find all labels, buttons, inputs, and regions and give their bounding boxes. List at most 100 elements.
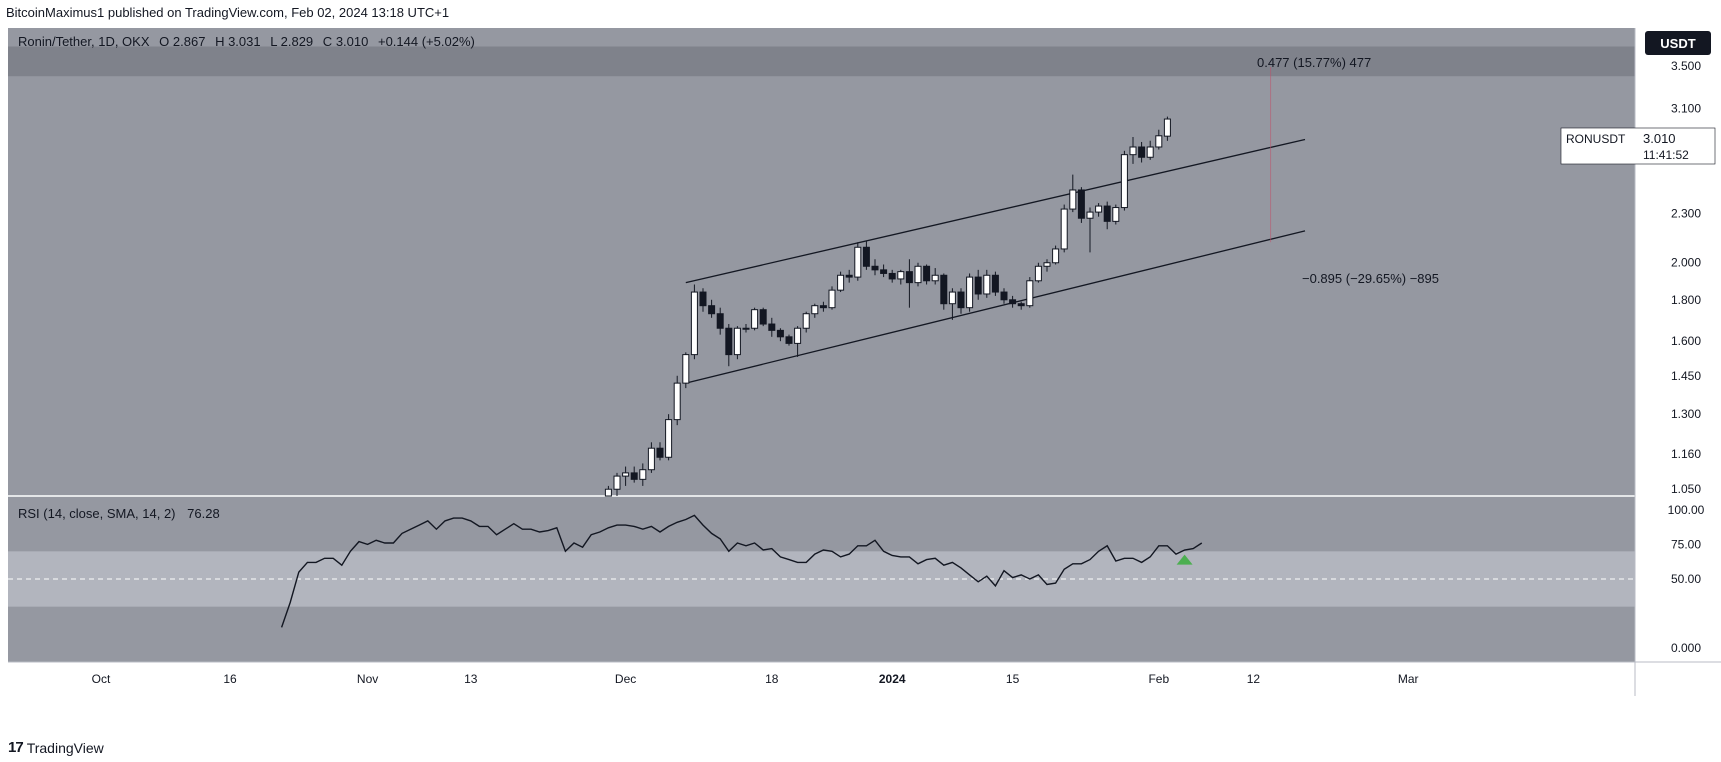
candle[interactable] [802,311,810,333]
candle-body [862,246,870,267]
candle[interactable] [1000,288,1008,304]
candle[interactable] [716,307,724,335]
candle-body [1146,146,1154,158]
candle[interactable] [1163,116,1171,141]
chart-svg[interactable]: 3.5003.1002.7002.3002.0001.8001.6001.450… [8,28,1721,696]
candle[interactable] [647,442,655,473]
candle[interactable] [794,326,802,357]
time-axis-tick: 13 [464,672,478,686]
candle[interactable] [1112,204,1120,225]
candle[interactable] [1103,201,1111,230]
candle[interactable] [974,269,982,300]
candle[interactable] [1026,277,1034,308]
candle-body [931,274,939,282]
candle[interactable] [966,273,974,312]
candle[interactable] [785,334,793,346]
rsi-legend-value: 76.28 [187,506,220,521]
candle[interactable] [665,414,673,461]
chart-frame: 3.5003.1002.7002.3002.0001.8001.6001.450… [8,28,1721,696]
candle[interactable] [622,466,630,486]
candle-body [837,274,845,291]
measure-lower-label: −0.895 (−29.65%) −895 [1302,271,1439,286]
candle[interactable] [1095,203,1103,217]
candle[interactable] [776,328,784,342]
candle-body [983,274,991,295]
candle-body [897,271,905,280]
candle[interactable] [983,269,991,298]
candle[interactable] [639,463,647,486]
price-axis-tick: 3.500 [1671,59,1701,73]
candle[interactable] [1060,204,1068,253]
candle[interactable] [708,299,716,318]
candle[interactable] [742,324,750,333]
candle[interactable] [828,286,836,310]
candle-body [948,291,956,305]
candle[interactable] [1034,262,1042,283]
candle[interactable] [613,472,621,496]
candle[interactable] [905,259,913,308]
candle[interactable] [690,284,698,360]
candle[interactable] [768,317,776,337]
candle[interactable] [948,288,956,320]
candle[interactable] [733,326,741,360]
candle-body [1052,248,1060,264]
candle[interactable] [751,307,759,331]
candle[interactable] [1120,150,1128,211]
candle[interactable] [1009,295,1017,308]
rsi-legend[interactable]: RSI (14, close, SMA, 14, 2) 76.28 [18,506,220,521]
candle-body [991,274,999,293]
candle-body [1009,299,1017,305]
candle-body [1120,154,1128,209]
candle[interactable] [862,240,870,270]
candle[interactable] [914,262,922,287]
candle[interactable] [1138,141,1146,163]
candle[interactable] [923,264,931,285]
candle[interactable] [940,273,948,310]
channel-upper-line[interactable] [685,138,1306,284]
price-axis-tick: 2.000 [1671,256,1701,270]
candle[interactable] [819,301,827,312]
candle[interactable] [1077,187,1085,223]
candle[interactable] [931,268,939,285]
candle[interactable] [1043,259,1051,272]
footer-brand-label: TradingView [26,739,104,756]
candle[interactable] [656,442,664,461]
footer-brand[interactable]: 17 TradingView [8,739,104,756]
candle[interactable] [854,242,862,281]
candle[interactable] [888,269,896,283]
candle-body [613,475,621,490]
candle[interactable] [1155,129,1163,150]
candle[interactable] [1052,245,1060,265]
candle[interactable] [871,259,879,276]
channel-lower-line[interactable] [685,230,1306,384]
price-axis-tick: 1.050 [1671,482,1701,496]
legend-row[interactable]: Ronin/Tether, 1D, OKX O 2.867 H 3.031 L … [18,34,475,49]
candle-body [690,291,698,356]
candle[interactable] [957,288,965,314]
candle[interactable] [604,485,612,497]
candle[interactable] [725,324,733,367]
candle-body [716,313,724,329]
candle-body [708,305,716,315]
candle[interactable] [682,352,690,389]
candle[interactable] [1146,140,1154,160]
candle[interactable] [811,303,819,318]
candle[interactable] [759,307,767,327]
candle[interactable] [991,271,999,296]
price-pane-bg[interactable] [8,28,1635,496]
candle[interactable] [897,269,905,285]
candle-body [604,488,612,497]
candle-body [759,309,767,325]
candle[interactable] [1086,207,1094,253]
candle[interactable] [699,288,707,312]
candle[interactable] [1129,137,1137,164]
candle-body [802,313,810,329]
candle[interactable] [630,466,638,483]
candle[interactable] [1069,174,1077,213]
candle[interactable] [673,375,681,426]
candle[interactable] [845,269,853,283]
candle[interactable] [1017,301,1025,310]
candle[interactable] [837,271,845,293]
candle[interactable] [880,264,888,278]
currency-button[interactable] [1645,31,1711,55]
